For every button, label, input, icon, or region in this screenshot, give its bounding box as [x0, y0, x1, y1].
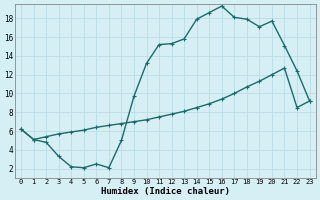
X-axis label: Humidex (Indice chaleur): Humidex (Indice chaleur) — [101, 187, 230, 196]
